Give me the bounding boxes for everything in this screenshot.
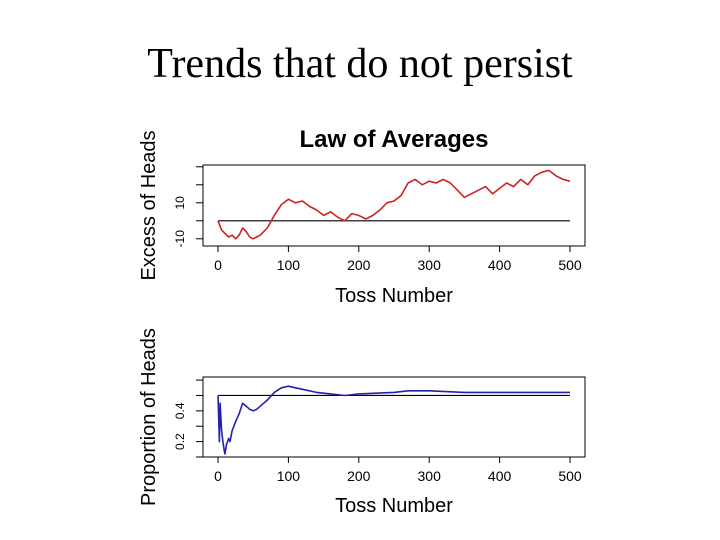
chart2-ylabel: Proportion of Heads bbox=[138, 328, 160, 506]
chart2-ytick-label: 0.4 bbox=[173, 402, 187, 419]
chart2-xtick-label: 300 bbox=[418, 468, 442, 484]
chart1-ylabel: Excess of Heads bbox=[138, 130, 160, 280]
chart1-ytick-label: 10 bbox=[173, 196, 187, 210]
chart1-plot-frame bbox=[202, 164, 586, 247]
chart1-xtick-label: 0 bbox=[214, 257, 222, 273]
chart1-xtick-label: 500 bbox=[558, 257, 582, 273]
chart2-xtick-label: 0 bbox=[214, 468, 222, 484]
chart2-xtick-label: 400 bbox=[488, 468, 512, 484]
chart2-xtick-label: 100 bbox=[277, 468, 301, 484]
chart1-ytick-label: -10 bbox=[173, 230, 187, 248]
chart2-xtick-label: 500 bbox=[558, 468, 582, 484]
chart1-xtick-label: 400 bbox=[488, 257, 512, 273]
chart1-xtick-label: 100 bbox=[277, 257, 301, 273]
chart2-plot-frame bbox=[202, 376, 586, 458]
chart1-series-line-1 bbox=[217, 169, 571, 240]
chart1-title: Law of Averages bbox=[300, 126, 489, 153]
chart1-xlabel: Toss Number bbox=[335, 285, 453, 307]
chart1-xtick-label: 200 bbox=[347, 257, 371, 273]
chart2-xlabel: Toss Number bbox=[335, 495, 453, 517]
chart2-series-line-1 bbox=[217, 385, 570, 455]
chart1-xtick-label: 300 bbox=[418, 257, 442, 273]
slide-title: Trends that do not persist bbox=[147, 41, 573, 87]
chart2-xtick-label: 200 bbox=[347, 468, 371, 484]
chart2-ytick-label: 0.2 bbox=[173, 433, 187, 450]
